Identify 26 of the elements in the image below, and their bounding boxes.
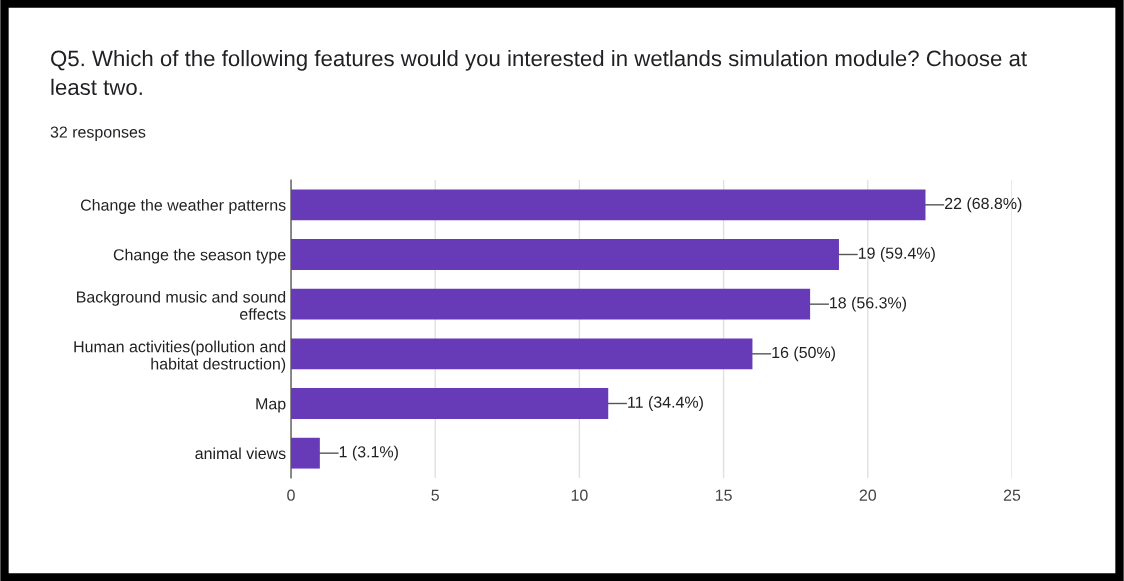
text: 32 responses <box>50 126 146 141</box>
data-label: 1 (3.1%) <box>339 445 398 461</box>
bar <box>291 288 811 320</box>
bar <box>291 239 839 270</box>
data-label: 16 (50%) <box>772 346 835 362</box>
bar <box>291 388 609 419</box>
y-tick-label: Change the weather patterns <box>80 199 286 214</box>
data-label: 22 (68.8%) <box>945 197 1022 213</box>
y-tick-label: Map <box>256 398 286 413</box>
bar <box>291 189 926 221</box>
y-tick-label: animal views <box>195 447 286 460</box>
y-tick-label: Human activities(pollution and habitat destruction) <box>74 340 286 373</box>
bar <box>291 338 753 370</box>
data-label: 19 (59.4%) <box>858 247 935 262</box>
x-tick-label: 15 <box>715 489 732 501</box>
y-tick-label: Background music and sound effects <box>77 290 286 320</box>
data-label: 11 (34.4%) <box>628 396 703 411</box>
x-tick-label: 10 <box>571 489 588 501</box>
x-tick-label: 25 <box>1003 489 1021 501</box>
x-tick-label: 20 <box>859 489 877 501</box>
chart-title: Q5. Which of the following features would you interested in wetlands simulation module? Choose at least two. <box>51 50 1027 96</box>
bar <box>291 437 320 469</box>
data-label: 18 (56.3%) <box>830 296 906 312</box>
y-tick-label: Change the season type <box>113 248 286 264</box>
x-tick-label: 5 <box>431 489 439 501</box>
x-tick-label: 0 <box>287 489 295 501</box>
